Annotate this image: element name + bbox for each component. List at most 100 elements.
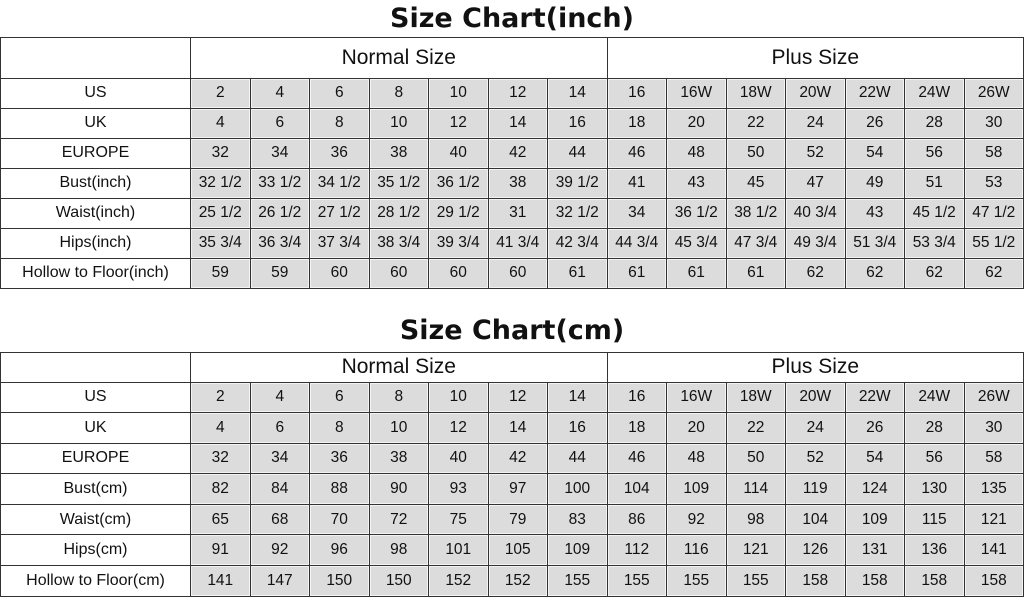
size-cell: 101	[428, 534, 489, 567]
size-cell: 52	[785, 442, 846, 475]
size-cell: 54	[844, 442, 905, 475]
size-cell: 35 1/2	[368, 167, 429, 199]
size-cell: 124	[844, 473, 905, 505]
table-row: EUROPE 32 34 36 38 40 42 44 46 48 50 52 54 56 58	[0, 442, 1024, 475]
size-cell: 6	[309, 381, 370, 414]
size-cell: 41 3/4	[487, 227, 548, 259]
row-label: US	[0, 381, 191, 414]
size-cell: 26 1/2	[249, 197, 310, 229]
size-cell: 22W	[844, 381, 905, 414]
size-cell: 6	[249, 107, 310, 139]
size-cell: 8	[309, 412, 370, 444]
size-cell: 27 1/2	[309, 197, 370, 229]
size-cell: 26	[844, 107, 905, 139]
size-cell: 22W	[844, 77, 905, 109]
table-row: EUROPE 32 34 36 38 40 42 44 46 48 50 52 54 56 58	[0, 137, 1024, 169]
size-cell: 135	[963, 473, 1024, 505]
size-cell: 115	[904, 503, 965, 536]
size-cell: 8	[368, 381, 429, 414]
size-cell: 62	[844, 257, 905, 289]
size-cell: 32 1/2	[547, 197, 608, 229]
size-cell: 18	[606, 107, 667, 139]
size-cell: 12	[487, 77, 548, 109]
row-label: Hips(cm)	[0, 534, 191, 567]
size-cell: 50	[725, 137, 786, 169]
size-cell: 68	[249, 503, 310, 536]
size-cell: 150	[309, 565, 370, 597]
size-cell: 26	[844, 412, 905, 444]
size-cell: 98	[368, 534, 429, 567]
size-cell: 46	[606, 137, 667, 169]
size-cell: 50	[725, 442, 786, 475]
size-cell: 6	[309, 77, 370, 109]
size-cell: 58	[963, 137, 1024, 169]
size-cell: 25 1/2	[190, 197, 251, 229]
size-cell: 39 1/2	[547, 167, 608, 199]
size-cell: 104	[606, 473, 667, 505]
size-cell: 109	[666, 473, 727, 505]
size-cell: 16	[547, 107, 608, 139]
size-cell: 43	[666, 167, 727, 199]
size-cell: 155	[547, 565, 608, 597]
size-cell: 60	[309, 257, 370, 289]
size-cell: 18W	[725, 381, 786, 414]
size-cell: 158	[785, 565, 846, 597]
size-cell: 51	[904, 167, 965, 199]
table-row: Waist(inch) 25 1/2 26 1/2 27 1/2 28 1/2 29 1/…	[0, 197, 1024, 229]
size-cell: 61	[725, 257, 786, 289]
size-cell: 131	[844, 534, 905, 567]
size-cell: 8	[309, 107, 370, 139]
size-cell: 24W	[904, 381, 965, 414]
size-cell: 92	[666, 503, 727, 536]
size-cell: 2	[190, 77, 251, 109]
row-label: Bust(inch)	[0, 167, 191, 199]
size-cell: 4	[249, 381, 310, 414]
size-cell: 44 3/4	[606, 227, 667, 259]
size-cell: 119	[785, 473, 846, 505]
size-cell: 93	[428, 473, 489, 505]
size-cell: 97	[487, 473, 548, 505]
size-cell: 105	[487, 534, 548, 567]
size-cell: 45	[725, 167, 786, 199]
size-cell: 116	[666, 534, 727, 567]
size-cell: 38	[368, 137, 429, 169]
size-cell: 36 3/4	[249, 227, 310, 259]
size-cell: 42	[487, 137, 548, 169]
size-cell: 86	[606, 503, 667, 536]
size-cell: 38	[368, 442, 429, 475]
size-cell: 37 3/4	[309, 227, 370, 259]
size-cell: 34	[249, 442, 310, 475]
size-cell: 49	[844, 167, 905, 199]
size-cell: 62	[904, 257, 965, 289]
size-cell: 44	[547, 137, 608, 169]
size-cell: 20W	[785, 381, 846, 414]
group-header-normal: Normal Size	[190, 36, 608, 79]
row-label: Waist(inch)	[0, 197, 191, 229]
size-cell: 158	[844, 565, 905, 597]
size-cell: 35 3/4	[190, 227, 251, 259]
size-cell: 47	[785, 167, 846, 199]
table-row: US 2 4 6 8 10 12 14 16 16W 18W 20W 22W 24W 26W	[0, 77, 1024, 109]
table-row: Bust(inch) 32 1/2 33 1/2 34 1/2 35 1/2 36 1/2…	[0, 167, 1024, 199]
size-cell: 53	[963, 167, 1024, 199]
size-cell: 61	[606, 257, 667, 289]
size-cell: 121	[963, 503, 1024, 536]
size-cell: 34	[249, 137, 310, 169]
size-cell: 10	[368, 412, 429, 444]
size-cell: 22	[725, 412, 786, 444]
size-cell: 60	[428, 257, 489, 289]
size-cell: 62	[785, 257, 846, 289]
size-cell: 10	[428, 381, 489, 414]
size-cell: 36 1/2	[666, 197, 727, 229]
size-cell: 42	[487, 442, 548, 475]
table-row: US 2 4 6 8 10 12 14 16 16W 18W 20W 22W 24W 26W	[0, 381, 1024, 414]
group-header-normal: Normal Size	[190, 351, 608, 383]
size-cell: 40	[428, 442, 489, 475]
row-label: EUROPE	[0, 442, 191, 475]
size-cell: 10	[368, 107, 429, 139]
size-cell: 18W	[725, 77, 786, 109]
row-label: UK	[0, 412, 191, 444]
size-cell: 4	[249, 77, 310, 109]
size-cell: 58	[963, 442, 1024, 475]
size-cell: 53 3/4	[904, 227, 965, 259]
